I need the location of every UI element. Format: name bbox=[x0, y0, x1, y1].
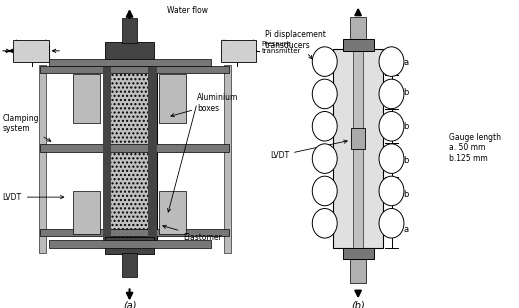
Bar bbox=[73, 74, 100, 123]
Circle shape bbox=[379, 47, 404, 76]
Text: b: b bbox=[404, 189, 409, 199]
Circle shape bbox=[379, 79, 404, 109]
Bar bbox=[40, 229, 229, 236]
Bar bbox=[221, 40, 256, 62]
Text: LVDT: LVDT bbox=[3, 192, 64, 202]
Circle shape bbox=[312, 209, 337, 238]
Text: b: b bbox=[404, 156, 409, 165]
Circle shape bbox=[312, 144, 337, 173]
Text: Pi displacement
transducers: Pi displacement transducers bbox=[265, 30, 325, 59]
Bar bbox=[350, 17, 366, 40]
Circle shape bbox=[379, 111, 404, 141]
Text: Elastomer: Elastomer bbox=[163, 225, 222, 242]
Text: Clamping
system: Clamping system bbox=[3, 114, 51, 141]
Bar bbox=[49, 59, 211, 66]
Bar bbox=[353, 49, 363, 248]
Circle shape bbox=[379, 176, 404, 206]
Text: (a): (a) bbox=[123, 300, 136, 308]
Text: b: b bbox=[404, 122, 409, 131]
Bar bbox=[49, 240, 211, 248]
Bar bbox=[159, 74, 186, 123]
Circle shape bbox=[312, 47, 337, 76]
Circle shape bbox=[312, 176, 337, 206]
Bar bbox=[73, 191, 100, 234]
Bar bbox=[103, 62, 157, 246]
Text: Aluminium
boxes: Aluminium boxes bbox=[171, 94, 238, 117]
Bar bbox=[350, 259, 366, 283]
Circle shape bbox=[312, 79, 337, 109]
Circle shape bbox=[379, 209, 404, 238]
Bar bbox=[103, 62, 111, 246]
Bar bbox=[159, 191, 186, 234]
Bar bbox=[351, 128, 365, 149]
Text: (b): (b) bbox=[351, 300, 365, 308]
Bar bbox=[13, 40, 49, 62]
Bar bbox=[105, 237, 154, 254]
Text: Gauge length
a. 50 mm
b.125 mm: Gauge length a. 50 mm b.125 mm bbox=[449, 133, 501, 163]
Bar bbox=[40, 144, 229, 152]
Bar bbox=[148, 62, 157, 246]
Text: b: b bbox=[404, 88, 409, 97]
Text: Pressure
transmitter: Pressure transmitter bbox=[262, 41, 301, 54]
Bar bbox=[343, 248, 374, 259]
Bar bbox=[39, 65, 46, 253]
Bar bbox=[224, 65, 231, 253]
Text: a: a bbox=[404, 58, 408, 67]
Bar bbox=[40, 66, 229, 73]
Text: Water flow: Water flow bbox=[167, 6, 208, 15]
Bar bbox=[122, 18, 137, 43]
Bar bbox=[105, 42, 154, 59]
Text: LVDT: LVDT bbox=[270, 140, 347, 160]
Circle shape bbox=[379, 144, 404, 173]
Text: a: a bbox=[404, 225, 408, 234]
Bar bbox=[343, 39, 374, 51]
Circle shape bbox=[312, 111, 337, 141]
Bar bbox=[333, 49, 383, 248]
Bar bbox=[122, 253, 137, 277]
